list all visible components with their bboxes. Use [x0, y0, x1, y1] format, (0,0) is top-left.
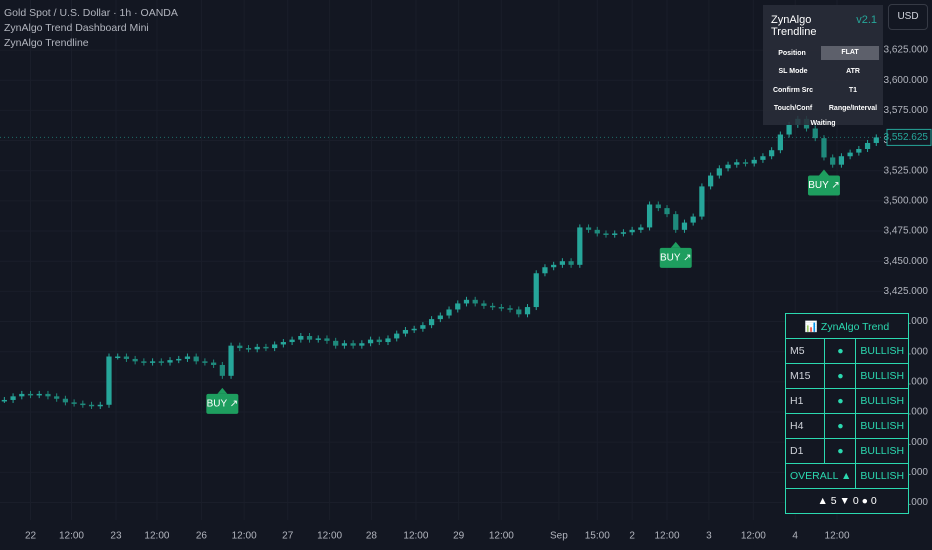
signal-box: [659, 247, 692, 268]
x-tick-label: 12:00: [144, 531, 169, 542]
overall-state: BULLISH: [855, 463, 910, 489]
y-tick-label: 3,625.000: [884, 45, 929, 56]
x-tick-label: Sep: [550, 531, 568, 542]
signal-box: [807, 175, 840, 196]
x-tick-label: 29: [453, 531, 465, 542]
trend-row: M15 ● BULLISH: [784, 363, 910, 389]
trend-state: BULLISH: [855, 363, 910, 389]
currency-button[interactable]: USD: [888, 4, 928, 30]
trend-row: H4 ● BULLISH: [784, 413, 910, 439]
x-tick-label: 12:00: [489, 531, 514, 542]
dashboard-row: Position FLAT: [763, 44, 883, 63]
y-tick-label: 3,500.000: [884, 196, 929, 207]
dashboard-title: ZynAlgo Trendline: [771, 14, 817, 38]
dashboard-version: v2.1: [856, 14, 877, 26]
dashboard-key: Position: [778, 49, 806, 57]
trend-state: BULLISH: [855, 338, 910, 364]
trend-state: BULLISH: [855, 438, 910, 464]
timeframe: M15: [784, 363, 826, 389]
x-tick-label: 3: [706, 531, 712, 542]
dashboard-header: ZynAlgo Trendline v2.1: [763, 5, 883, 44]
trend-dot: ●: [824, 363, 857, 389]
x-tick-label: 2: [629, 531, 635, 542]
summary-row: ▲ 5 ▼ 0 ● 0: [784, 488, 910, 514]
timeframe: D1: [784, 438, 826, 464]
x-tick-label: 12:00: [403, 531, 428, 542]
symbol-title: Gold Spot / U.S. Dollar · 1h · OANDA: [4, 7, 178, 19]
dashboard-key: SL Mode: [778, 68, 808, 76]
y-tick-label: 3,575.000: [884, 105, 929, 116]
y-tick-label: 3,425.000: [884, 286, 929, 297]
dashboard-value: FLAT: [821, 46, 879, 61]
x-tick-label: 12:00: [655, 531, 680, 542]
x-tick-label: 22: [25, 531, 37, 542]
x-tick-label: 12:00: [59, 531, 84, 542]
trend-row: H1 ● BULLISH: [784, 388, 910, 414]
dashboard-key: Confirm Src: [772, 86, 814, 94]
x-tick-label: 12:00: [741, 531, 766, 542]
timeframe: M5: [784, 338, 826, 364]
dashboard-row: Touch/Conf Range/Interval: [763, 100, 883, 119]
trend-dot: ●: [824, 338, 857, 364]
summary: ▲ 5 ▼ 0 ● 0: [784, 488, 910, 514]
signal-box: [206, 393, 239, 414]
indicator-name[interactable]: ZynAlgo Trendline: [4, 37, 89, 49]
trend-state: BULLISH: [855, 388, 910, 414]
y-tick-label: 3,450.000: [884, 256, 929, 267]
overall-label: OVERALL ▲: [784, 463, 857, 489]
trend-state: BULLISH: [855, 413, 910, 439]
trend-row: M5 ● BULLISH: [784, 338, 910, 364]
dashboard-value: ATR: [846, 68, 860, 76]
y-tick-label: 3,525.000: [884, 165, 929, 176]
x-tick-label: 28: [366, 531, 378, 542]
x-tick-label: 26: [196, 531, 208, 542]
signal-label: BUY ↗: [808, 180, 840, 191]
overall-row: OVERALL ▲ BULLISH: [784, 463, 910, 489]
x-tick-label: 12:00: [232, 531, 257, 542]
x-tick-label: 12:00: [317, 531, 342, 542]
x-tick-label: 27: [282, 531, 294, 542]
signal-pointer: [818, 169, 829, 176]
y-tick-label: 3,600.000: [884, 75, 929, 86]
signal-pointer: [217, 387, 228, 394]
trend-dot: ●: [824, 388, 857, 414]
legend: Gold Spot / U.S. Dollar · 1h · OANDA Zyn…: [4, 6, 178, 51]
dashboard-footer: Waiting: [810, 120, 836, 127]
dashboard-value: Range/Interval: [828, 105, 878, 113]
timeframe: H4: [784, 413, 826, 439]
trend-dot: ●: [824, 413, 857, 439]
x-tick-label: 23: [110, 531, 122, 542]
dashboard-key: Touch/Conf: [773, 105, 813, 113]
indicator-name[interactable]: ZynAlgo Trend Dashboard Mini: [4, 22, 149, 34]
trend-dot: ●: [824, 438, 857, 464]
x-tick-label: 4: [792, 531, 798, 542]
trend-table: 📊 ZynAlgo Trend M5 ● BULLISH M15 ● BULLISH H1 ● B…: [784, 313, 910, 514]
timeframe: H1: [784, 388, 826, 414]
last-price-label: 3,552.625: [884, 132, 929, 143]
trend-row: D1 ● BULLISH: [784, 438, 910, 464]
signal-label: BUY ↗: [660, 252, 692, 263]
dashboard-rows: Position FLAT SL Mode ATR Confirm Src T1 Touch…: [763, 44, 883, 118]
signal-label: BUY ↗: [207, 398, 239, 409]
trend-title: 📊 ZynAlgo Trend: [784, 313, 910, 339]
signal-pointer: [670, 241, 681, 248]
dashboard-value: T1: [848, 86, 858, 94]
x-tick-label: 12:00: [825, 531, 850, 542]
dashboard: ZynAlgo Trendline v2.1 Position FLAT SL Mo…: [763, 5, 883, 127]
y-tick-label: 3,475.000: [884, 226, 929, 237]
trend-header-row: 📊 ZynAlgo Trend: [784, 313, 910, 339]
x-tick-label: 15:00: [585, 531, 610, 542]
dashboard-row: SL Mode ATR: [763, 63, 883, 82]
last-price-box: [886, 128, 932, 146]
dashboard-row: Confirm Src T1: [763, 81, 883, 100]
